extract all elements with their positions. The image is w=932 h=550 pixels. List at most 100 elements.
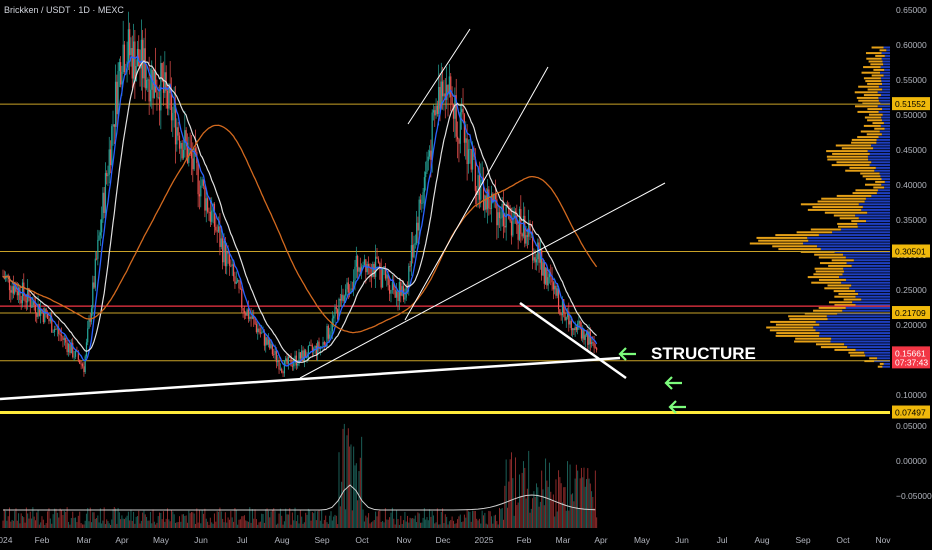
volume-bar — [521, 472, 523, 528]
candle-body — [99, 232, 101, 236]
candle-body — [193, 148, 195, 170]
vp-bar-up — [881, 133, 890, 136]
candle-body — [67, 343, 70, 353]
volume-bar — [583, 467, 585, 528]
candle-body — [432, 110, 435, 113]
vp-bar-down — [838, 292, 859, 295]
candle-body — [455, 95, 457, 137]
candle-body — [131, 48, 133, 79]
volume-bar — [204, 508, 206, 528]
volume-bar — [209, 517, 211, 528]
volume-bar — [539, 501, 541, 528]
candle-body — [524, 215, 526, 244]
candle-body — [201, 179, 203, 186]
candle-body — [560, 314, 562, 316]
volume-bar — [68, 521, 70, 528]
candle-body — [228, 253, 231, 266]
vp-bar-down — [834, 348, 856, 351]
volume-bar — [88, 521, 90, 528]
candle-body — [149, 89, 152, 102]
volume-bar — [125, 517, 127, 528]
candle-body — [384, 266, 386, 279]
volume-bar — [25, 507, 27, 528]
candle-body — [12, 286, 14, 294]
volume-bar — [231, 517, 233, 528]
candle-body — [270, 343, 272, 349]
candle-body — [543, 262, 545, 284]
candle-body — [155, 71, 157, 93]
candle-body — [173, 103, 175, 113]
candle-body — [176, 127, 178, 145]
volume-bar — [496, 521, 498, 528]
volume-bar — [262, 514, 264, 528]
candle-body — [383, 266, 385, 269]
candle-body — [122, 44, 124, 72]
candle-body — [222, 238, 224, 263]
candle-body — [529, 222, 531, 234]
vp-bar-up — [880, 175, 890, 178]
candle-body — [488, 189, 490, 209]
volume-bar — [77, 515, 79, 528]
volume-bar — [250, 522, 252, 528]
candle-body — [492, 193, 494, 202]
volume-bar — [169, 521, 171, 528]
candle-body — [526, 235, 528, 237]
volume-bar — [227, 517, 229, 528]
volume-bar — [315, 520, 317, 528]
candle-body — [579, 320, 581, 329]
vp-bar-down — [794, 340, 831, 343]
trend-drawings — [0, 28, 686, 414]
candle-body — [438, 87, 440, 114]
volume-bar — [10, 521, 12, 528]
candle-body — [512, 218, 514, 236]
vp-bar-up — [865, 354, 890, 357]
candle-body — [254, 318, 256, 325]
candle-body — [535, 259, 538, 263]
vp-bar-up — [803, 242, 890, 245]
volume-bar — [556, 511, 558, 528]
candle-body — [135, 66, 137, 82]
candle-body — [351, 288, 353, 290]
candle-body — [59, 334, 61, 336]
candle-body — [109, 149, 112, 166]
volume-bar — [564, 487, 566, 528]
candle-body — [541, 249, 543, 276]
candle-body — [127, 29, 129, 62]
candle-body — [485, 195, 487, 210]
vp-bar-up — [880, 124, 890, 127]
volume-bar — [355, 463, 357, 528]
vp-bar-down — [833, 214, 856, 217]
vp-bar-up — [867, 155, 890, 158]
volume-bar — [59, 508, 61, 528]
candle-body — [16, 291, 18, 296]
candle-body — [237, 279, 239, 282]
vp-bar-up — [878, 110, 890, 113]
moving-averages — [2, 54, 598, 511]
candle-body — [45, 308, 47, 314]
time-tick-label: Nov — [875, 535, 891, 545]
volume-bar — [72, 511, 74, 528]
level-tag-bg — [892, 306, 930, 320]
price-tick-label: −0.05000 — [896, 491, 932, 501]
vp-bar-down — [820, 346, 848, 349]
volume-bar — [393, 518, 395, 528]
vp-bar-up — [815, 320, 890, 323]
vp-bar-down — [877, 365, 883, 368]
vp-bar-down — [836, 194, 872, 197]
time-tick-label: Jul — [237, 535, 248, 545]
candle-body — [215, 226, 217, 231]
volume-bar — [85, 513, 87, 528]
candle-body — [62, 336, 64, 340]
candle-body — [386, 274, 388, 279]
vp-bar-down — [835, 144, 872, 147]
candle-body — [421, 203, 423, 205]
candle-body — [375, 256, 377, 277]
vp-bar-down — [766, 326, 814, 329]
vp-bar-up — [880, 66, 890, 69]
vp-bar-up — [855, 214, 890, 217]
vp-bar-down — [838, 225, 858, 228]
volume-bar — [499, 507, 501, 528]
volume-bar — [23, 517, 25, 528]
vp-bar-down — [821, 197, 866, 200]
